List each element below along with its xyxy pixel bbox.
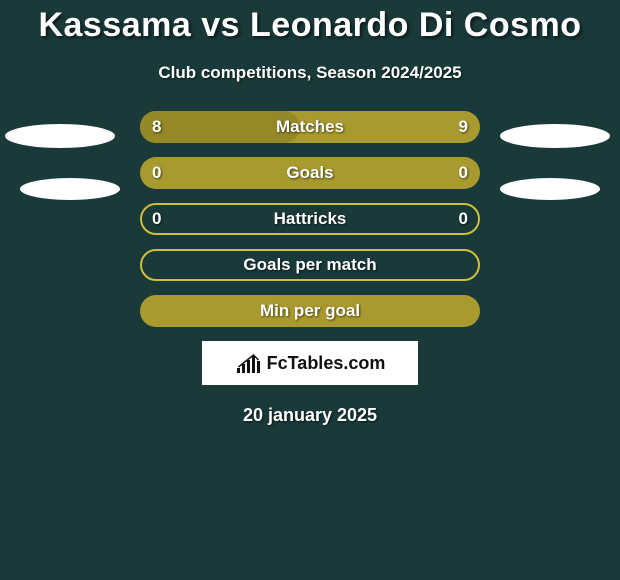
subtitle: Club competitions, Season 2024/2025 bbox=[0, 63, 620, 83]
stat-label: Goals bbox=[140, 157, 480, 189]
stat-label: Min per goal bbox=[140, 295, 480, 327]
stat-row: Min per goal bbox=[140, 295, 480, 327]
stat-label: Hattricks bbox=[140, 203, 480, 235]
stat-value-right: 9 bbox=[459, 111, 468, 143]
brand-text: FcTables.com bbox=[267, 353, 386, 374]
stats-rows: Matches89Goals00Hattricks00Goals per mat… bbox=[0, 111, 620, 327]
brand-logo: FcTables.com bbox=[202, 341, 418, 385]
stat-value-left: 8 bbox=[152, 111, 161, 143]
stat-value-left: 0 bbox=[152, 157, 161, 189]
stat-value-right: 0 bbox=[459, 157, 468, 189]
stat-label: Goals per match bbox=[140, 249, 480, 281]
stat-row: Matches8 9 bbox=[140, 111, 480, 143]
stat-value-right: 0 bbox=[459, 203, 468, 235]
stat-value-left: 0 bbox=[152, 203, 161, 235]
barchart-icon bbox=[235, 351, 263, 375]
comparison-card: Kassama vs Leonardo Di Cosmo Club compet… bbox=[0, 0, 620, 580]
stat-label: Matches bbox=[140, 111, 480, 143]
stat-row: Hattricks0 0 bbox=[140, 203, 480, 235]
page-title: Kassama vs Leonardo Di Cosmo bbox=[0, 0, 620, 45]
stat-row: Goals0 0 bbox=[140, 157, 480, 189]
stat-row: Goals per match bbox=[140, 249, 480, 281]
date-text: 20 january 2025 bbox=[0, 405, 620, 426]
